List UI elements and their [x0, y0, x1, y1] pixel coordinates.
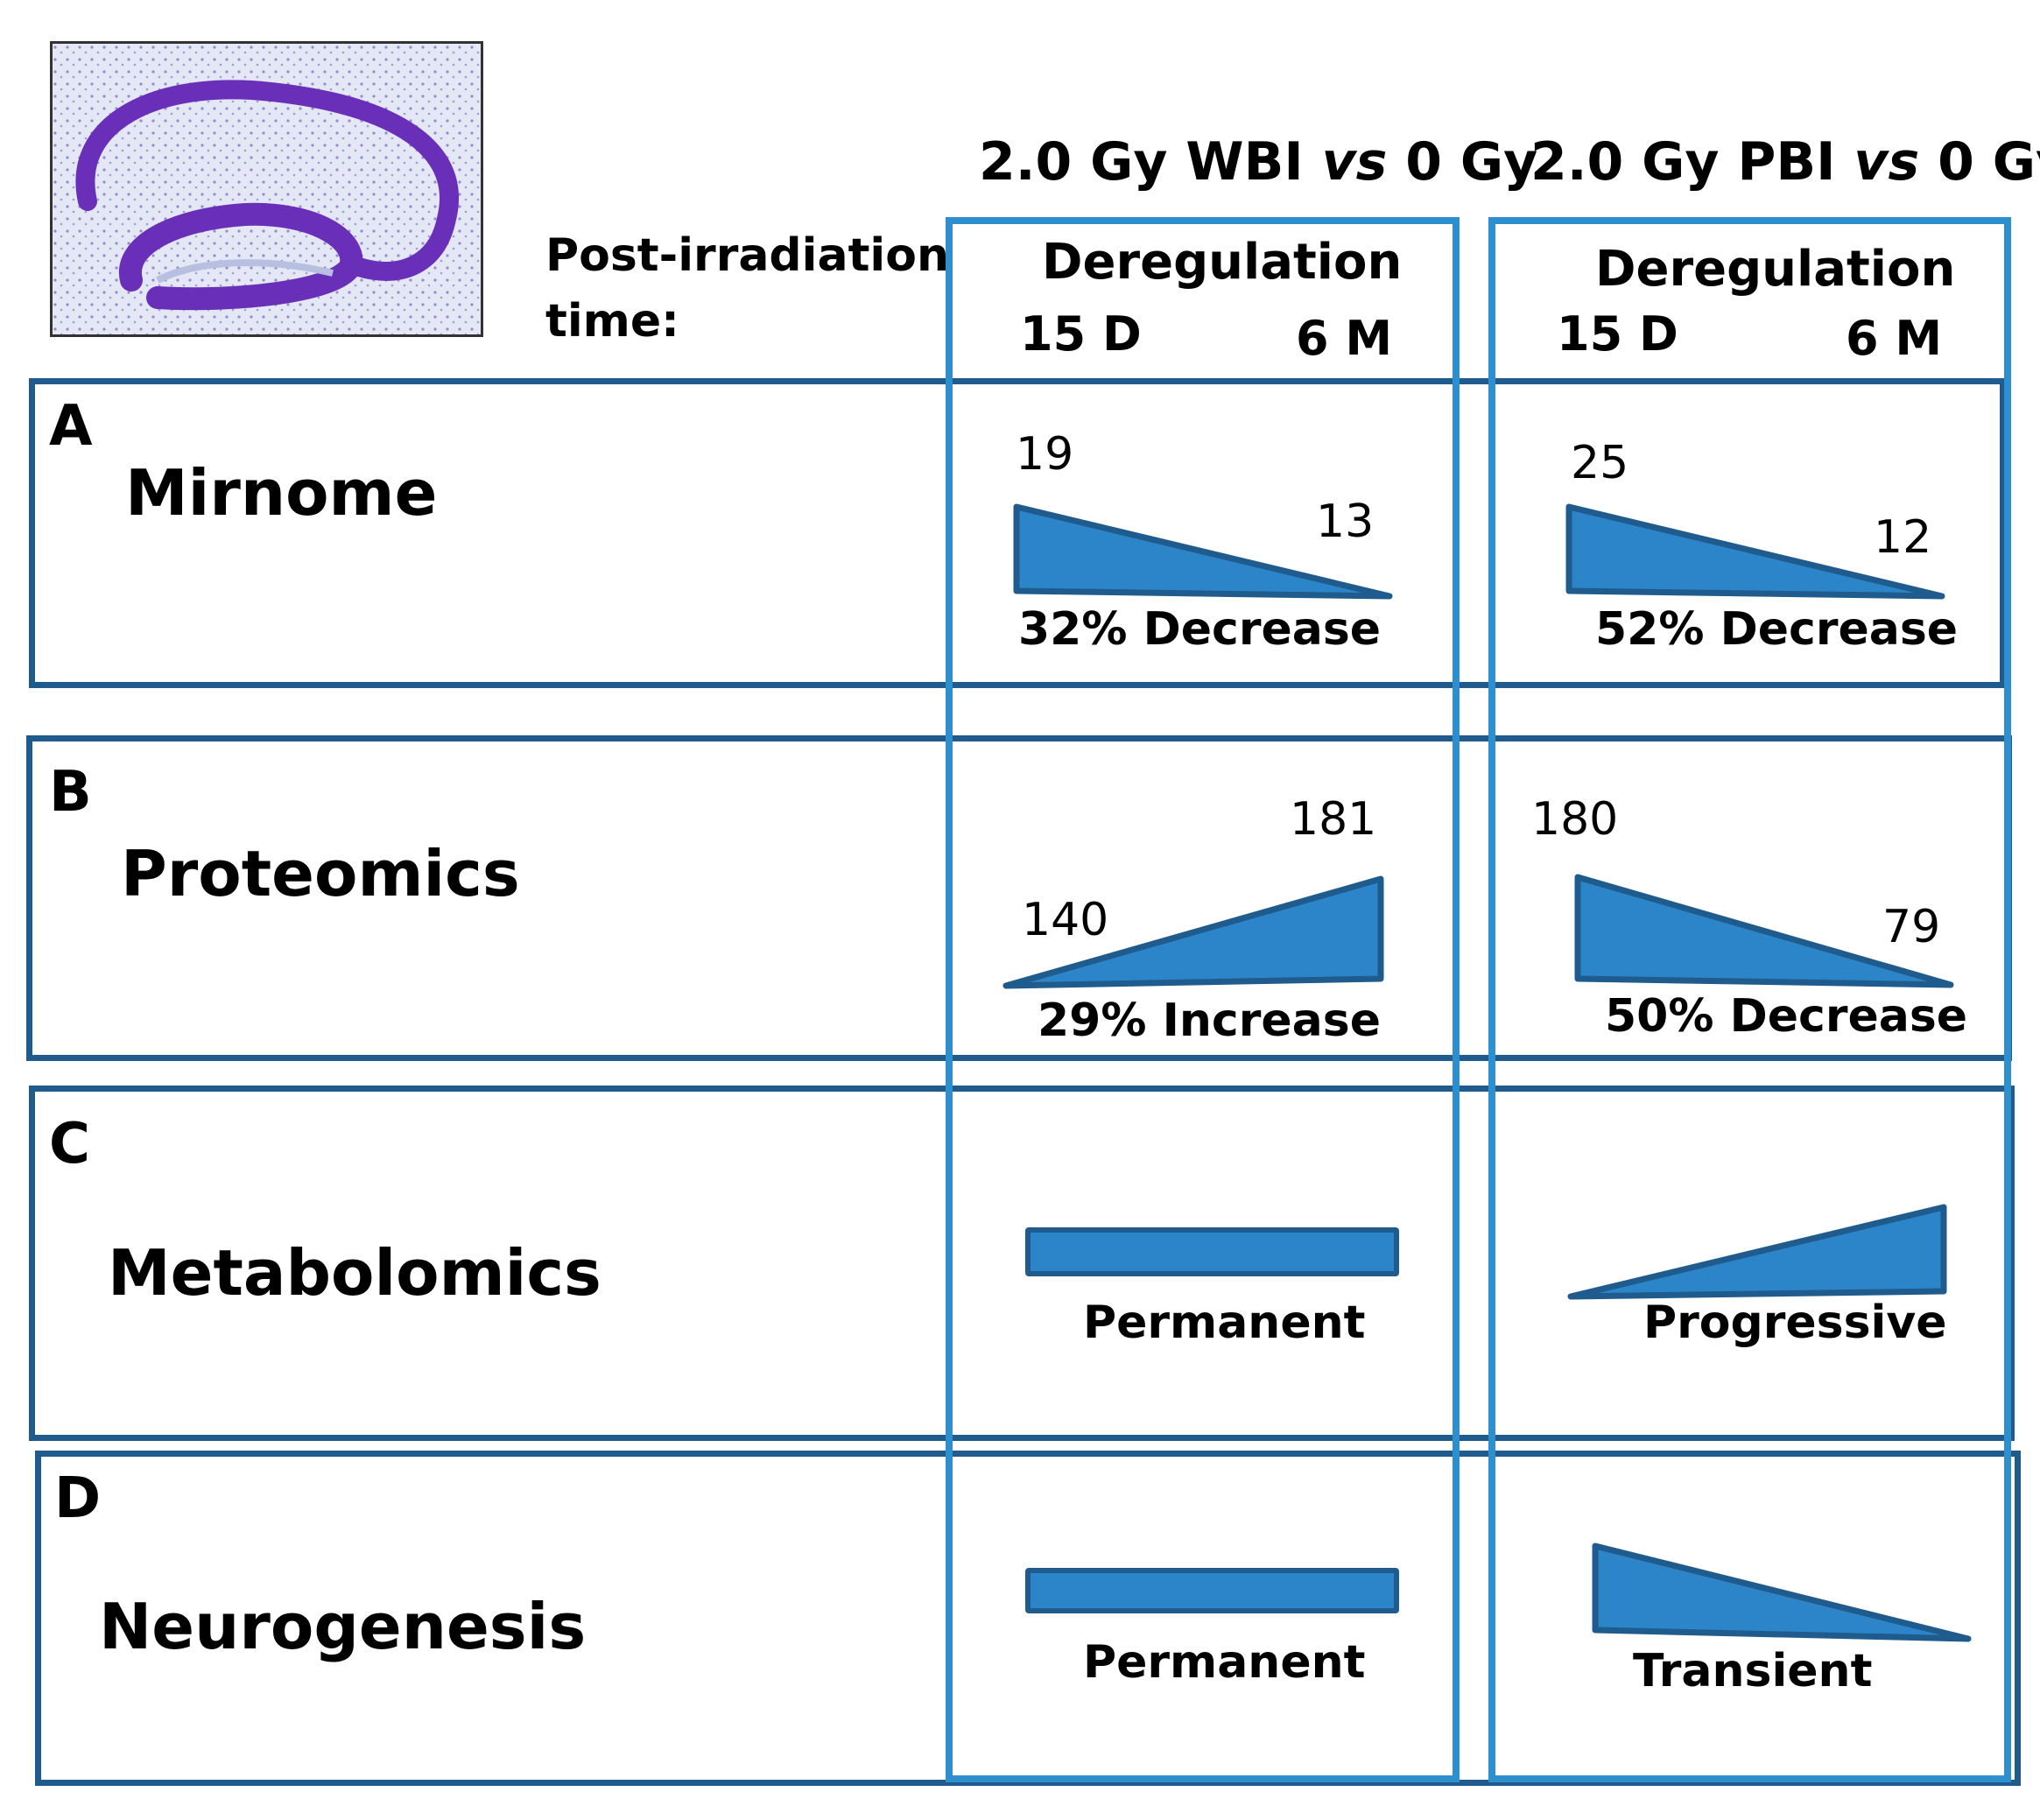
- proteomics-wbi-increase-triangle: [1002, 875, 1384, 989]
- proteomics-pbi-triangle-shape: [1574, 874, 1954, 988]
- proteomics-pbi-decrease-triangle: [1574, 874, 1954, 988]
- pbi-deregulation-label: Deregulation: [1595, 241, 1956, 298]
- wbi-deregulation-label: Deregulation: [1042, 234, 1403, 291]
- neurogenesis-pbi-triangle-shape: [1592, 1542, 1972, 1642]
- proteomics-wbi-start-value: 140: [1022, 894, 1109, 946]
- neurogenesis-wbi-permanent-bar: [1025, 1568, 1399, 1613]
- metabolomics-pbi-pattern-label: Progressive: [1643, 1296, 1947, 1349]
- row-frame-neurogenesis: [35, 1451, 2021, 1786]
- row-letter-c: C: [49, 1112, 90, 1177]
- wbi-column-frame: [946, 217, 1460, 1782]
- proteomics-wbi-triangle-shape: [1002, 875, 1384, 989]
- time-text: time:: [545, 295, 679, 348]
- metabolomics-pbi-increase-triangle: [1567, 1204, 1947, 1300]
- post-irradiation-text: Post-irradiation: [545, 229, 949, 282]
- mirnome-wbi-change-label: 32% Decrease: [1018, 603, 1382, 656]
- row-frame-mirnome: [29, 378, 2006, 688]
- mirnome-wbi-end-value: 13: [1316, 495, 1375, 548]
- metabolomics-wbi-permanent-bar: [1025, 1227, 1399, 1276]
- proteomics-pbi-end-value: 79: [1882, 901, 1941, 953]
- wbi-end-tick: 6 M: [1296, 311, 1393, 366]
- metabolomics-pbi-triangle-shape: [1567, 1204, 1947, 1300]
- metabolomics-wbi-pattern-label: Permanent: [1083, 1296, 1366, 1349]
- row-letter-a: A: [49, 394, 93, 459]
- wbi-condition-header: 2.0 Gy WBI vs 0 Gy: [979, 136, 1537, 188]
- mirnome-pbi-start-value: 25: [1571, 437, 1629, 489]
- row-name-neurogenesis: Neurogenesis: [99, 1590, 587, 1663]
- wbi-start-tick: 15 D: [1020, 306, 1142, 362]
- mirnome-wbi-triangle-shape: [1013, 503, 1393, 600]
- pbi-condition-header: 2.0 Gy PBI vs 0 Gy: [1530, 136, 2040, 188]
- mirnome-pbi-change-label: 52% Decrease: [1595, 603, 1959, 656]
- row-name-proteomics: Proteomics: [121, 837, 520, 910]
- row-frame-metabolomics: [29, 1086, 2015, 1441]
- pbi-column-frame: [1488, 217, 2011, 1782]
- mirnome-pbi-triangle-shape: [1565, 503, 1945, 600]
- neurogenesis-pbi-pattern-label: Transient: [1633, 1645, 1873, 1697]
- hippocampus-stain-illustration: [53, 44, 481, 334]
- wbi-condition-prefix: 2.0 Gy WBI: [979, 131, 1322, 193]
- row-name-metabolomics: Metabolomics: [108, 1236, 601, 1310]
- proteomics-pbi-start-value: 180: [1531, 793, 1619, 846]
- row-letter-b: B: [49, 760, 92, 825]
- pbi-condition-suffix: 0 Gy: [1938, 131, 2040, 193]
- pbi-start-tick: 15 D: [1557, 306, 1678, 362]
- mirnome-wbi-start-value: 19: [1016, 428, 1074, 481]
- post-irradiation-time-label: Post-irradiation time:: [545, 223, 949, 355]
- mirnome-pbi-decrease-triangle: [1565, 503, 1945, 600]
- wbi-condition-suffix: 0 Gy: [1387, 131, 1538, 193]
- proteomics-wbi-end-value: 181: [1290, 793, 1377, 846]
- wbi-condition-vs: vs: [1321, 131, 1388, 193]
- mirnome-pbi-end-value: 12: [1874, 511, 1932, 564]
- mirnome-wbi-decrease-triangle: [1013, 503, 1393, 600]
- pbi-condition-vs: vs: [1854, 131, 1920, 193]
- row-name-mirnome: Mirnome: [125, 456, 438, 530]
- pbi-end-tick: 6 M: [1846, 311, 1943, 366]
- neurogenesis-wbi-pattern-label: Permanent: [1083, 1636, 1366, 1689]
- neurogenesis-pbi-decrease-triangle: [1592, 1542, 1972, 1642]
- pbi-condition-prefix: 2.0 Gy PBI: [1530, 131, 1854, 193]
- row-letter-d: D: [54, 1466, 102, 1531]
- proteomics-wbi-change-label: 29% Increase: [1038, 994, 1381, 1047]
- hippocampus-histology-image: [50, 41, 483, 337]
- proteomics-pbi-change-label: 50% Decrease: [1605, 990, 1968, 1043]
